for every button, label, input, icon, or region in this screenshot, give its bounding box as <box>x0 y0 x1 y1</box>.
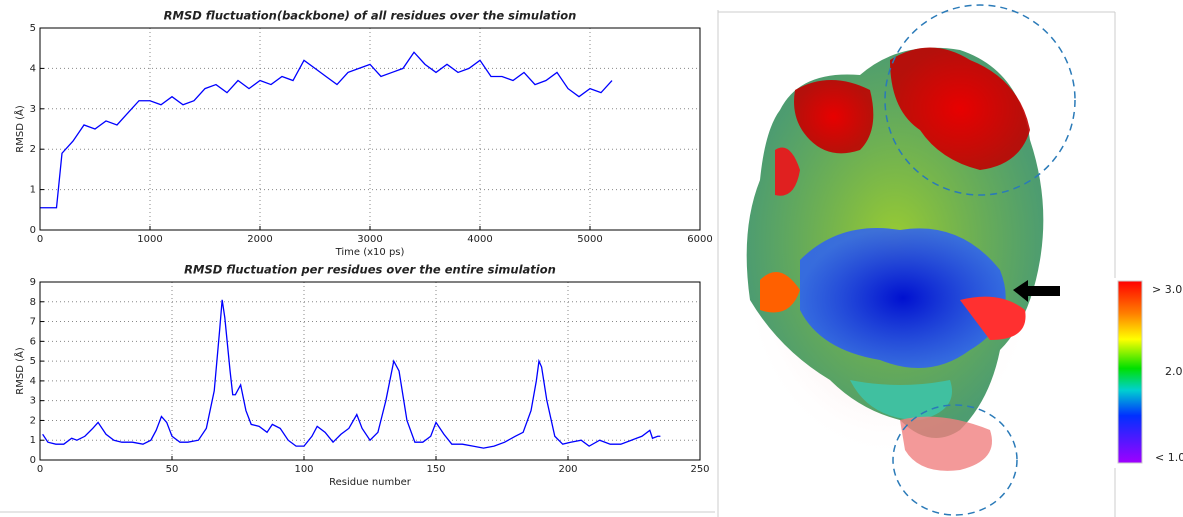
x-tick-label: 1000 <box>137 234 162 245</box>
data-line <box>42 299 661 449</box>
chart-title: RMSD fluctuation(backbone) of all residu… <box>164 9 577 23</box>
x-axis-label: Residue number <box>329 477 412 488</box>
y-tick-label: 4 <box>30 376 36 387</box>
plot-frame <box>39 281 701 461</box>
y-tick-label: 2 <box>30 415 36 426</box>
data-line <box>40 51 613 209</box>
y-axis-label: RMSD (Å) <box>13 347 26 395</box>
x-axis-label: Time (x10 ps) <box>335 247 405 258</box>
x-tick-label: 6000 <box>687 234 712 245</box>
x-tick-label: 250 <box>690 464 709 475</box>
y-tick-label: 5 <box>30 23 36 34</box>
y-tick-label: 0 <box>30 455 36 466</box>
x-tick-label: 150 <box>426 464 445 475</box>
chart-title: RMSD fluctuation per residues over the e… <box>184 263 556 277</box>
y-tick-label: 5 <box>30 356 36 367</box>
y-tick-label: 9 <box>30 277 36 288</box>
y-tick-label: 2 <box>30 144 36 155</box>
y-tick-label: 7 <box>30 317 36 328</box>
x-tick-label: 2000 <box>247 234 272 245</box>
y-tick-label: 3 <box>30 104 36 115</box>
y-tick-label: 3 <box>30 396 36 407</box>
plot-frame <box>39 27 701 231</box>
protein-surface <box>740 4 1076 516</box>
x-tick-label: 100 <box>294 464 313 475</box>
x-tick-label: 50 <box>166 464 179 475</box>
x-tick-label: 0 <box>37 464 43 475</box>
y-tick-label: 0 <box>30 225 36 236</box>
x-tick-label: 4000 <box>467 234 492 245</box>
panel-frame <box>0 10 1116 517</box>
colorbar-label: > 3.0 <box>1152 283 1182 296</box>
y-tick-label: 1 <box>30 185 36 196</box>
colorbar-label: < 1.0 <box>1155 451 1183 464</box>
colorbar-label: 2.0 <box>1165 365 1183 378</box>
x-tick-label: 3000 <box>357 234 382 245</box>
x-tick-label: 5000 <box>577 234 602 245</box>
y-tick-label: 1 <box>30 435 36 446</box>
y-tick-label: 6 <box>30 336 36 347</box>
y-tick-label: 8 <box>30 297 36 308</box>
x-tick-label: 0 <box>37 234 43 245</box>
colorbar <box>1117 280 1143 464</box>
y-axis-label: RMSD (Å) <box>13 105 26 153</box>
y-tick-label: 4 <box>30 63 36 74</box>
x-tick-label: 200 <box>558 464 577 475</box>
